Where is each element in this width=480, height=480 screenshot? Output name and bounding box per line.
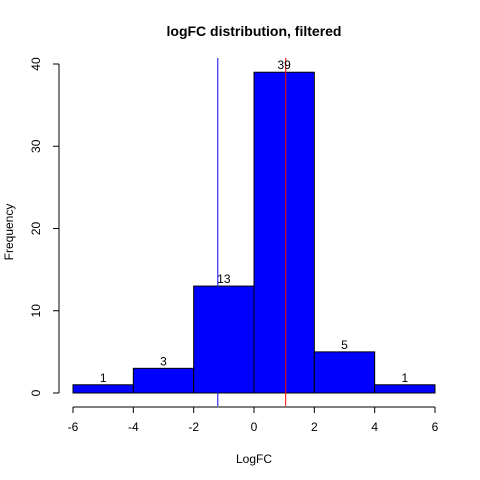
bar-count-label: 39 bbox=[277, 58, 291, 72]
reference-lines-group bbox=[217, 58, 287, 406]
histogram-bar bbox=[374, 384, 436, 394]
histogram-bar bbox=[253, 71, 315, 394]
y-tick-label: 40 bbox=[29, 57, 43, 71]
x-tick-label: -4 bbox=[128, 420, 139, 434]
x-tick-label: 6 bbox=[432, 420, 439, 434]
bar-count-label: 1 bbox=[401, 371, 408, 385]
y-tick-label: 0 bbox=[29, 389, 43, 396]
x-axis: -6 -4 -2 0 2 4 6 bbox=[68, 406, 439, 434]
bar-count-label: 13 bbox=[217, 272, 231, 286]
y-axis: 0 10 20 30 40 bbox=[29, 57, 60, 396]
x-axis-label: LogFC bbox=[236, 452, 272, 466]
chart-title: logFC distribution, filtered bbox=[167, 23, 342, 39]
histogram-bar bbox=[132, 367, 195, 394]
x-tick-label: 2 bbox=[311, 420, 318, 434]
y-tick-label: 20 bbox=[29, 222, 43, 236]
x-tick-label: -6 bbox=[68, 420, 79, 434]
bars-group bbox=[72, 71, 436, 394]
bar-count-label: 1 bbox=[100, 371, 107, 385]
y-tick-label: 10 bbox=[29, 304, 43, 318]
histogram-bar bbox=[72, 384, 134, 394]
bar-count-label: 3 bbox=[160, 354, 167, 368]
y-tick-label: 30 bbox=[29, 139, 43, 153]
x-tick-label: -2 bbox=[188, 420, 199, 434]
bar-count-label: 5 bbox=[341, 338, 348, 352]
histogram-bar bbox=[313, 351, 376, 394]
x-tick-label: 4 bbox=[371, 420, 378, 434]
histogram-bar bbox=[193, 285, 255, 394]
x-tick-label: 0 bbox=[251, 420, 258, 434]
y-axis-label: Frequency bbox=[2, 204, 16, 261]
